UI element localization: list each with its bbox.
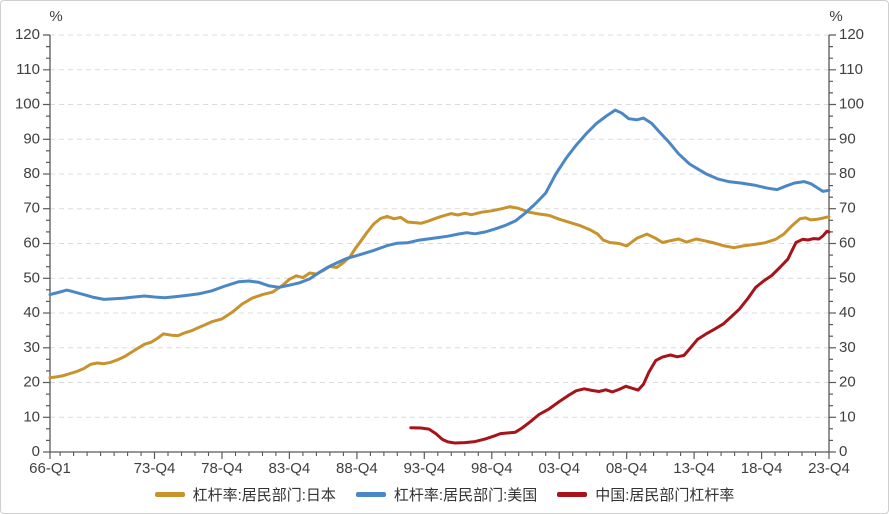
series-line-2 bbox=[409, 229, 831, 445]
series-line-0 bbox=[48, 205, 831, 380]
series-line-1 bbox=[48, 108, 831, 301]
legend-item-2[interactable]: 中国:居民部门杠杆率 bbox=[557, 484, 734, 505]
legend-label-1: 杠杆率:居民部门:美国 bbox=[393, 487, 538, 504]
legend-item-0[interactable]: 杠杆率:居民部门:日本 bbox=[154, 484, 336, 505]
y-tick-label-right: 0 bbox=[839, 443, 847, 460]
legend-swatch-0 bbox=[154, 492, 185, 497]
x-tick-label: 08-Q4 bbox=[606, 460, 648, 477]
y-tick-label-right: 90 bbox=[839, 130, 856, 147]
y-tick-label-left: 70 bbox=[23, 200, 40, 217]
legend-label-2: 中国:居民部门杠杆率 bbox=[595, 487, 735, 504]
y-axis-unit-left: % bbox=[49, 8, 62, 25]
gridlines bbox=[50, 34, 829, 418]
y-tick-label-left: 110 bbox=[16, 61, 40, 78]
y-tick-label-right: 80 bbox=[839, 165, 856, 182]
x-tick-label: 88-Q4 bbox=[336, 460, 378, 477]
y-tick-label-right: 40 bbox=[839, 304, 856, 321]
y-tick-label-left: 10 bbox=[23, 408, 40, 425]
y-tick-label-left: 120 bbox=[15, 26, 40, 43]
x-tick-label: 83-Q4 bbox=[269, 460, 311, 477]
y-axes: 0 0 10 10 20 20 30 30 40 40 50 50 60 60 70 70 80 80 90 90 10… bbox=[15, 8, 864, 460]
y-tick-label-left: 90 bbox=[23, 130, 40, 147]
x-tick-label: 98-Q4 bbox=[471, 460, 513, 477]
y-tick-label-right: 30 bbox=[839, 339, 856, 356]
legend-swatch-2 bbox=[557, 492, 588, 497]
x-tick-label: 73-Q4 bbox=[134, 460, 176, 477]
y-tick-label-right: 110 bbox=[839, 61, 863, 78]
y-tick-label-right: 60 bbox=[839, 234, 856, 251]
x-tick-label: 93-Q4 bbox=[403, 460, 445, 477]
y-tick-label-left: 0 bbox=[32, 443, 40, 460]
y-tick-label-right: 50 bbox=[839, 269, 856, 286]
x-tick-label: 13-Q4 bbox=[673, 460, 715, 477]
leverage-ratio-line-chart: 0 0 10 10 20 20 30 30 40 40 50 50 60 60 70 70 80 80 90 90 10… bbox=[15, 8, 864, 477]
x-tick-label: 78-Q4 bbox=[201, 460, 243, 477]
y-tick-label-left: 50 bbox=[23, 269, 40, 286]
y-tick-label-left: 20 bbox=[23, 373, 40, 390]
y-tick-label-right: 100 bbox=[839, 95, 864, 112]
legend-item-1[interactable]: 杠杆率:居民部门:美国 bbox=[355, 484, 538, 505]
y-tick-label-left: 80 bbox=[23, 165, 40, 182]
chart-legend: 杠杆率:居民部门:日本 杠杆率:居民部门:美国 中国:居民部门杠杆率 bbox=[1, 484, 888, 505]
series-lines bbox=[48, 108, 831, 445]
y-tick-label-right: 120 bbox=[839, 26, 864, 43]
y-tick-label-right: 10 bbox=[839, 408, 856, 425]
x-tick-label: 03-Q4 bbox=[538, 460, 580, 477]
x-tick-label: 66-Q1 bbox=[29, 460, 71, 477]
legend-swatch-1 bbox=[355, 492, 386, 497]
y-tick-label-left: 100 bbox=[15, 95, 40, 112]
y-tick-label-left: 60 bbox=[23, 234, 40, 251]
y-tick-label-left: 40 bbox=[23, 304, 40, 321]
legend-label-0: 杠杆率:居民部门:日本 bbox=[192, 487, 336, 504]
y-axis-unit-right: % bbox=[829, 8, 842, 25]
x-tick-label: 23-Q4 bbox=[808, 460, 850, 477]
y-tick-label-left: 30 bbox=[23, 339, 40, 356]
y-tick-label-right: 70 bbox=[839, 200, 856, 217]
x-axis: 66-Q1 73-Q4 78-Q4 83-Q4 88-Q4 93-Q4 98-Q4 03-Q4… bbox=[29, 451, 850, 477]
x-tick-label: 18-Q4 bbox=[741, 460, 783, 477]
y-tick-label-right: 20 bbox=[839, 373, 856, 390]
